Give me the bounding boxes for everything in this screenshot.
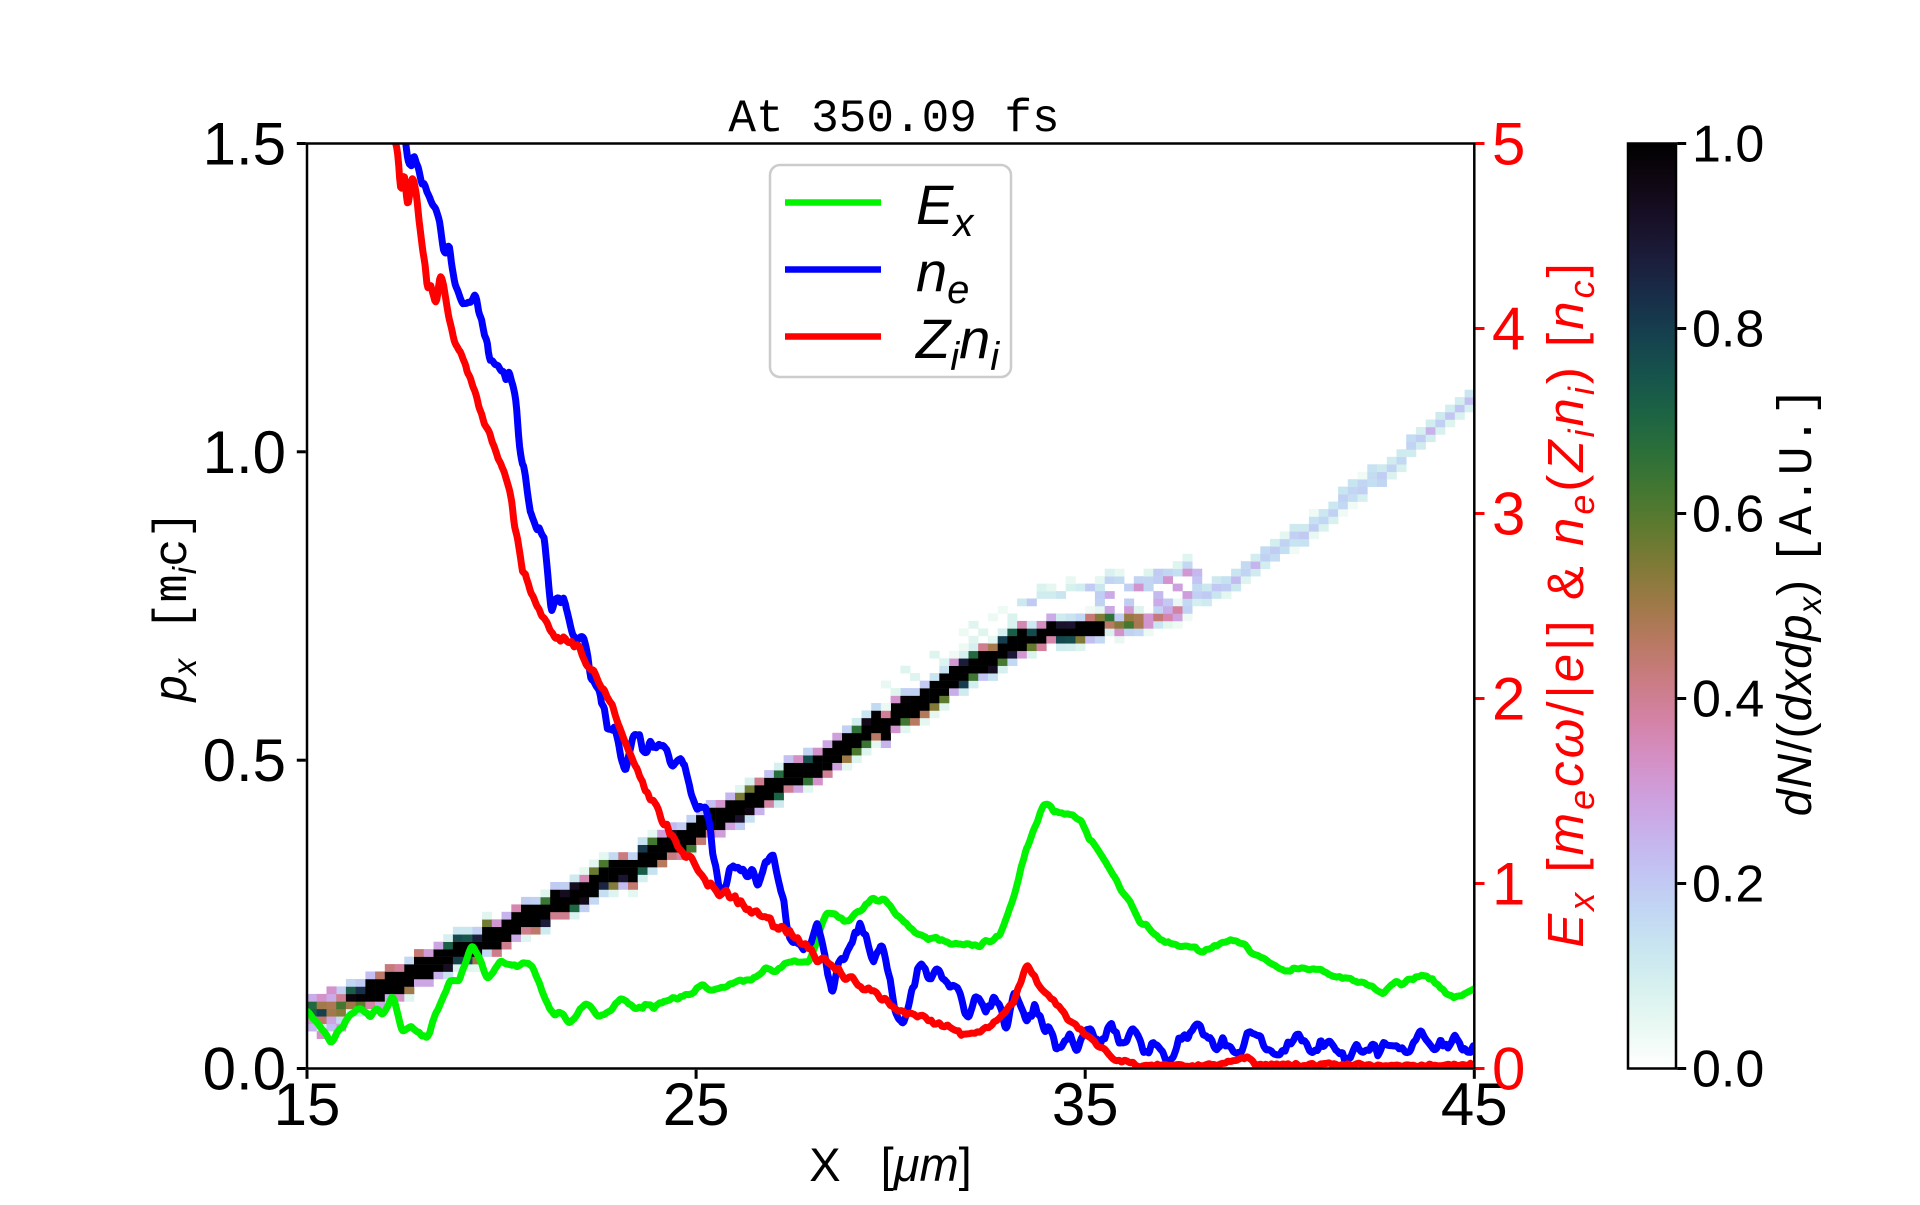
svg-text:Ex [mecω/|e|] & ne(Zini) [nc]: Ex [mecω/|e|] & ne(Zini) [nc] [1537, 260, 1602, 948]
svg-text:0.0: 0.0 [1692, 1041, 1764, 1099]
svg-text:dN/(dxdpx) [A.U.]: dN/(dxdpx) [A.U.] [1769, 386, 1828, 816]
svg-text:1.5: 1.5 [203, 111, 286, 178]
svg-text:0.0: 0.0 [203, 1036, 286, 1103]
svg-text:0.4: 0.4 [1692, 671, 1764, 729]
svg-text:X[μm]: X [μm] [809, 1138, 971, 1191]
svg-text:0.5: 0.5 [203, 727, 286, 794]
svg-text:0.8: 0.8 [1692, 301, 1764, 359]
svg-text:2: 2 [1492, 666, 1525, 733]
svg-text:At 350.09 fs: At 350.09 fs [728, 93, 1059, 145]
svg-text:25: 25 [663, 1071, 730, 1138]
svg-text:ne: ne [916, 240, 969, 312]
svg-text:35: 35 [1052, 1071, 1119, 1138]
svg-text:4: 4 [1492, 296, 1525, 363]
svg-text:5: 5 [1492, 111, 1525, 178]
svg-text:45: 45 [1441, 1071, 1508, 1138]
svg-text:px [mic]: px [mic] [143, 510, 203, 703]
svg-text:0.2: 0.2 [1692, 856, 1764, 914]
svg-text:1: 1 [1492, 851, 1525, 918]
svg-text:3: 3 [1492, 481, 1525, 548]
svg-text:Ex: Ex [916, 173, 975, 245]
svg-text:1.0: 1.0 [203, 419, 286, 486]
svg-text:0: 0 [1492, 1036, 1525, 1103]
svg-text:Zini: Zini [914, 307, 1000, 379]
svg-text:1.0: 1.0 [1692, 116, 1764, 174]
svg-text:15: 15 [274, 1071, 341, 1138]
svg-text:0.6: 0.6 [1692, 486, 1764, 544]
